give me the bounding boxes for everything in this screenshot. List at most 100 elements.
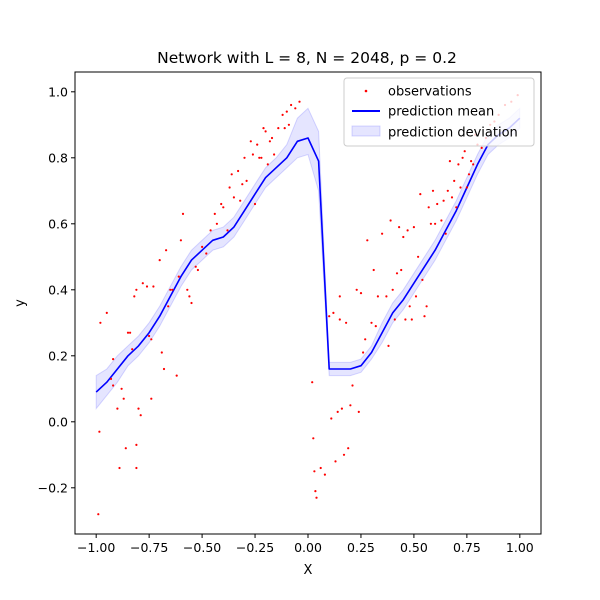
- observation-point: [241, 183, 244, 186]
- plot-area: [95, 94, 521, 516]
- axis-ticks: −1.00 −0.75 −0.50 −0.25 0.00 0.25 0.50 0.75 1.00…: [38, 84, 534, 555]
- observation-point: [141, 282, 144, 285]
- observation-point: [391, 288, 394, 291]
- observation-point: [112, 384, 115, 387]
- observation-point: [120, 387, 123, 390]
- observation-point: [158, 259, 161, 262]
- observation-point: [129, 331, 132, 334]
- y-tick-label: 0.0: [48, 414, 68, 429]
- observation-point: [239, 199, 242, 202]
- observation-point: [160, 351, 163, 354]
- observation-point: [393, 318, 396, 321]
- observation-point: [243, 156, 246, 159]
- observation-point: [97, 513, 100, 516]
- observation-point: [273, 153, 276, 156]
- observation-point: [258, 156, 261, 159]
- observation-point: [355, 288, 358, 291]
- observation-point: [351, 384, 354, 387]
- observation-point: [338, 295, 341, 298]
- observation-point: [338, 318, 341, 321]
- observation-point: [410, 318, 413, 321]
- observation-point: [253, 202, 257, 206]
- y-tick-label: −0.2: [38, 480, 68, 495]
- observation-point: [179, 239, 182, 242]
- observation-point: [347, 447, 350, 450]
- prediction-deviation-band: [95, 107, 521, 411]
- observation-point: [109, 377, 113, 380]
- x-tick-label: 0.75: [453, 540, 481, 555]
- observation-point: [201, 245, 204, 248]
- observation-point: [446, 189, 449, 192]
- observation-point: [190, 301, 193, 305]
- x-tick-label: 0.00: [294, 540, 322, 555]
- observation-point: [167, 305, 170, 308]
- observation-point: [126, 331, 130, 334]
- observation-point: [152, 285, 155, 288]
- observation-point: [381, 232, 384, 235]
- observation-point: [467, 173, 471, 176]
- observation-point: [421, 278, 424, 281]
- observation-point: [222, 206, 225, 209]
- observation-point: [389, 219, 392, 222]
- observation-point: [366, 239, 369, 242]
- legend-observations-label: observations: [388, 85, 472, 100]
- x-tick-label: 0.25: [347, 540, 375, 555]
- observation-point: [414, 295, 418, 298]
- observation-point: [357, 410, 360, 413]
- observation-point: [131, 348, 134, 351]
- observation-point: [262, 127, 265, 130]
- observation-point: [226, 229, 229, 232]
- observation-point: [277, 127, 280, 130]
- observation-point: [423, 315, 426, 318]
- observation-point: [194, 265, 197, 268]
- observation-point: [312, 437, 315, 440]
- observation-point: [362, 351, 365, 354]
- observation-point: [461, 156, 464, 159]
- observation-point: [105, 311, 108, 314]
- observation-point: [133, 295, 136, 298]
- observation-point: [370, 321, 373, 324]
- observation-point: [436, 202, 439, 206]
- observation-point: [98, 430, 101, 433]
- observation-point: [345, 321, 348, 324]
- observation-point: [448, 160, 451, 163]
- observation-point: [315, 496, 318, 499]
- observation-point: [374, 325, 377, 328]
- chart-title: Network with L = 8, N = 2048, p = 0.2: [157, 49, 457, 67]
- observation-point: [135, 288, 138, 291]
- observation-point: [281, 113, 284, 116]
- x-tick-label: −1.00: [77, 540, 115, 555]
- legend-mean-label: prediction mean: [388, 105, 494, 120]
- legend-deviation-label: prediction deviation: [388, 126, 518, 141]
- observation-point: [298, 100, 301, 103]
- observation-point: [205, 252, 208, 255]
- observation-point: [285, 110, 288, 113]
- observation-point: [332, 311, 335, 314]
- observation-point: [349, 404, 352, 407]
- observation-point: [256, 143, 259, 146]
- x-tick-label: 1.00: [506, 540, 534, 555]
- observation-point: [112, 358, 115, 361]
- observation-point: [334, 460, 337, 463]
- y-tick-label: 0.8: [48, 150, 68, 165]
- y-tick-label: 1.0: [48, 84, 68, 99]
- observation-point: [400, 268, 403, 272]
- observation-point: [148, 334, 151, 338]
- observation-point: [283, 127, 286, 130]
- observation-point: [453, 179, 456, 182]
- observation-point: [470, 160, 473, 163]
- observation-point: [249, 140, 252, 143]
- observation-point: [376, 295, 379, 298]
- observation-point: [402, 235, 405, 239]
- observation-point: [287, 123, 290, 126]
- observation-point: [213, 212, 216, 215]
- observation-point: [215, 222, 218, 225]
- observation-point: [406, 229, 409, 232]
- legend: observations prediction mean prediction …: [343, 77, 535, 147]
- observation-point: [425, 305, 428, 308]
- observation-point: [419, 193, 422, 196]
- observation-point: [169, 288, 172, 291]
- observation-point: [188, 295, 191, 298]
- observation-point: [480, 146, 483, 149]
- observation-point: [342, 453, 346, 456]
